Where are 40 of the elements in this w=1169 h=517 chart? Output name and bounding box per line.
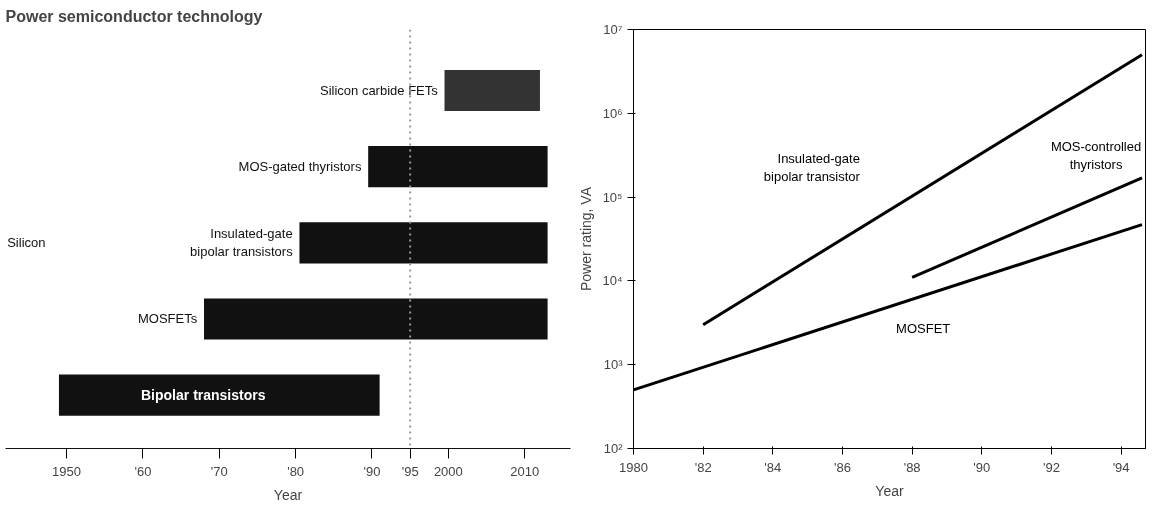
bar — [368, 146, 548, 188]
x-tick-label: '94 — [1112, 459, 1130, 475]
y-tick-label: MOS-gated thyristors — [238, 159, 362, 175]
y-tick-label: 10⁷ — [603, 22, 623, 37]
x-tick-label: '90 — [363, 463, 381, 479]
x-axis-title: Year — [273, 486, 303, 503]
y-tick-label: 10³ — [603, 357, 624, 373]
x-tick-label: '86 — [834, 459, 851, 475]
x-tick-label: '82 — [694, 459, 712, 475]
bar — [299, 222, 548, 264]
x-tick-label: '80 — [287, 463, 305, 479]
bar — [58, 374, 380, 416]
x-tick-label: '60 — [134, 463, 152, 479]
x-tick-label: '95 — [401, 463, 419, 479]
x-tick-label: '70 — [210, 463, 228, 479]
y-tick-label: MOSFETs — [138, 311, 198, 327]
chart-title: Power semiconductor technology — [5, 7, 263, 25]
y-tick-label: Bipolar transistors — [141, 387, 266, 404]
x-tick-label: 2000 — [433, 463, 463, 479]
x-tick-label: '92 — [1042, 459, 1060, 475]
series-label: MOSFET — [896, 321, 951, 337]
annotation: Silicon — [7, 235, 46, 251]
bar — [204, 298, 548, 340]
y-tick-label: Silicon carbide FETs — [319, 82, 439, 98]
x-tick-label: '88 — [903, 459, 921, 475]
y-axis-title: Power rating, VA — [578, 186, 595, 291]
x-tick-label: 1980 — [619, 459, 648, 475]
series-label: MOS-controlled thyristors — [1050, 139, 1142, 173]
x-axis-title: Year — [875, 482, 904, 499]
y-tick-label: Insulated-gate bipolar transistors — [190, 226, 294, 260]
x-tick-label: '84 — [764, 459, 782, 475]
y-tick-label: 10⁴ — [602, 273, 623, 289]
x-tick-label: 1950 — [52, 463, 82, 479]
y-tick-label: 10⁶ — [602, 105, 623, 121]
text: Insulated-gate bipolar transistor — [763, 150, 861, 184]
x-tick-label: '90 — [973, 459, 991, 475]
y-tick-label: 10⁵ — [602, 189, 623, 205]
x-tick-label: 2010 — [510, 463, 540, 479]
bar — [444, 69, 540, 112]
y-tick-label: 10² — [603, 441, 624, 456]
